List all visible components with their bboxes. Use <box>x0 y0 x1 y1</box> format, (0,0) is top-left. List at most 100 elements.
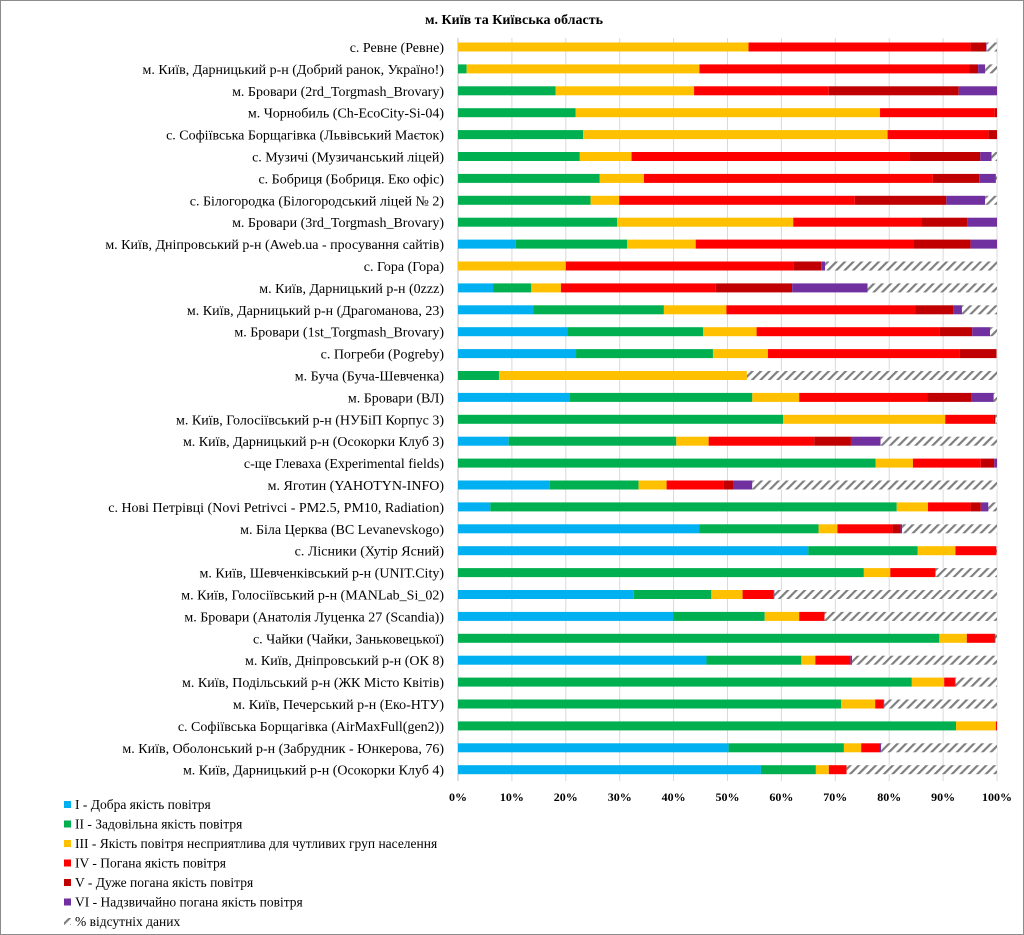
bar-segment-6 <box>972 327 990 337</box>
bar-segment-7 <box>867 283 997 293</box>
legend-label: II - Задовільна якість повітря <box>75 817 242 832</box>
bar-segment-2 <box>533 305 664 315</box>
bar-segment-1 <box>458 283 494 293</box>
category-label: м. Київ, Дніпровський р-н (Aweb.ua - про… <box>105 238 444 253</box>
bar-segment-4 <box>887 130 989 140</box>
bar-segment-4 <box>875 699 884 709</box>
bar-segment-3 <box>663 305 727 315</box>
legend-swatch <box>64 820 71 828</box>
bar-segment-2 <box>458 721 957 731</box>
bar-segment-4 <box>966 633 995 643</box>
category-label: м. Бровари (3rd_Torgmash_Brovary) <box>232 216 444 231</box>
category-label: с. Софіївська Борщагівка (AirMaxFull(gen… <box>178 720 445 735</box>
bar-segment-4 <box>699 64 970 74</box>
bar-segment-5 <box>913 239 971 249</box>
bar-segment-4 <box>912 458 981 468</box>
bar-segment-3 <box>711 590 743 599</box>
bar-segment-4 <box>955 546 997 556</box>
bar-segment-3 <box>875 458 913 468</box>
bar-segment-1 <box>458 502 491 512</box>
bar-segment-2 <box>458 217 618 227</box>
bar-segment-4 <box>619 195 855 205</box>
bar-segment-6 <box>954 677 956 687</box>
bar-segment-5 <box>959 349 997 359</box>
bar-segment-6 <box>850 436 881 446</box>
bar-segment-1 <box>458 392 570 402</box>
bar-segment-5 <box>828 86 959 96</box>
bar-segment-2 <box>458 677 912 687</box>
bar-segment-3 <box>458 261 566 271</box>
category-label: м. Київ, Шевченківський р-н (UNIT.City) <box>200 567 445 582</box>
legend-swatch-hatch <box>64 918 71 925</box>
bar-segment-5 <box>892 524 901 534</box>
bar-segment-2 <box>567 327 704 337</box>
bar-segment-3 <box>458 42 749 52</box>
category-label: м. Біла Церква (BC Levanevskogo) <box>240 523 444 538</box>
bar-segment-5 <box>994 108 997 118</box>
category-label: м. Київ, Голосіївський р-н (НУБіП Корпус… <box>176 413 444 428</box>
bar-segment-6 <box>978 64 986 74</box>
category-label: м. Буча (Буча-Шевченка) <box>295 370 445 385</box>
bar-segment-7 <box>935 568 997 578</box>
bar-segment-2 <box>699 524 819 534</box>
bar-segment-2 <box>515 239 628 249</box>
bar-segment-5 <box>970 42 987 52</box>
bar-segment-3 <box>752 392 800 402</box>
bar-segment-5 <box>993 414 996 424</box>
legend-swatch <box>64 840 71 847</box>
legend-swatch <box>64 801 71 808</box>
bar-segment-3 <box>555 86 695 96</box>
bar-segment-6 <box>958 86 997 96</box>
x-tick-label: 80% <box>877 790 901 804</box>
bar-segment-5 <box>939 327 973 337</box>
bar-segment-1 <box>458 546 809 556</box>
bar-segment-6 <box>883 699 885 709</box>
bar-segment-6 <box>994 458 997 468</box>
bar-segment-1 <box>458 327 568 337</box>
bar-segment-5 <box>723 480 734 490</box>
bar-segment-3 <box>703 327 757 337</box>
bar-segment-3 <box>712 349 768 359</box>
category-label: с. Гора (Гора) <box>364 260 445 275</box>
bar-segment-7 <box>996 546 997 556</box>
bar-segment-3 <box>801 655 816 665</box>
bar-segment-6 <box>880 743 882 753</box>
bar-segment-1 <box>458 480 550 490</box>
x-tick-label: 20% <box>554 790 578 804</box>
category-label: м. Бровари (2rd_Torgmash_Brovary) <box>232 85 444 100</box>
bar-segment-2 <box>458 173 600 183</box>
category-label: м. Бровари (ВЛ) <box>348 391 444 406</box>
bar-segment-7 <box>846 765 997 775</box>
x-tick-label: 40% <box>662 790 686 804</box>
bar-segment-3 <box>896 502 929 512</box>
bar-segment-4 <box>708 436 815 446</box>
category-label: м. Київ, Дарницький р-н (Драгоманова, 23… <box>187 304 444 319</box>
bar-segment-4 <box>828 765 847 775</box>
bar-segment-5 <box>970 502 981 512</box>
bar-segment-4 <box>767 349 960 359</box>
bar-segment-3 <box>599 173 644 183</box>
bar-segment-5 <box>932 173 980 183</box>
category-label: м. Київ, Подільський р-н (ЖК Місто Квіті… <box>182 676 444 691</box>
bar-segment-2 <box>458 458 876 468</box>
bar-segment-4 <box>793 217 922 227</box>
bar-segment-3 <box>617 217 794 227</box>
legend-label: % відсутніх даних <box>75 914 180 929</box>
bar-segment-4 <box>928 502 971 512</box>
bar-segment-2 <box>706 655 802 665</box>
bar-segment-7 <box>995 414 997 424</box>
bar-segment-7 <box>995 173 997 183</box>
bar-segment-3 <box>579 152 632 161</box>
category-label: м. Яготин (YAHOTYN-INFO) <box>268 479 445 494</box>
category-label: с. Погреби (Pogreby) <box>321 348 445 363</box>
bar-segment-3 <box>843 743 862 753</box>
bar-segment-1 <box>458 436 509 446</box>
bar-segment-2 <box>458 64 467 74</box>
legend-label: I - Добра якість повітря <box>75 797 211 812</box>
bar-segment-1 <box>458 655 707 665</box>
bar-segment-2 <box>673 611 765 621</box>
bar-segment-6 <box>986 42 987 52</box>
bar-segment-6 <box>821 261 826 271</box>
bar-segment-7 <box>774 590 997 599</box>
